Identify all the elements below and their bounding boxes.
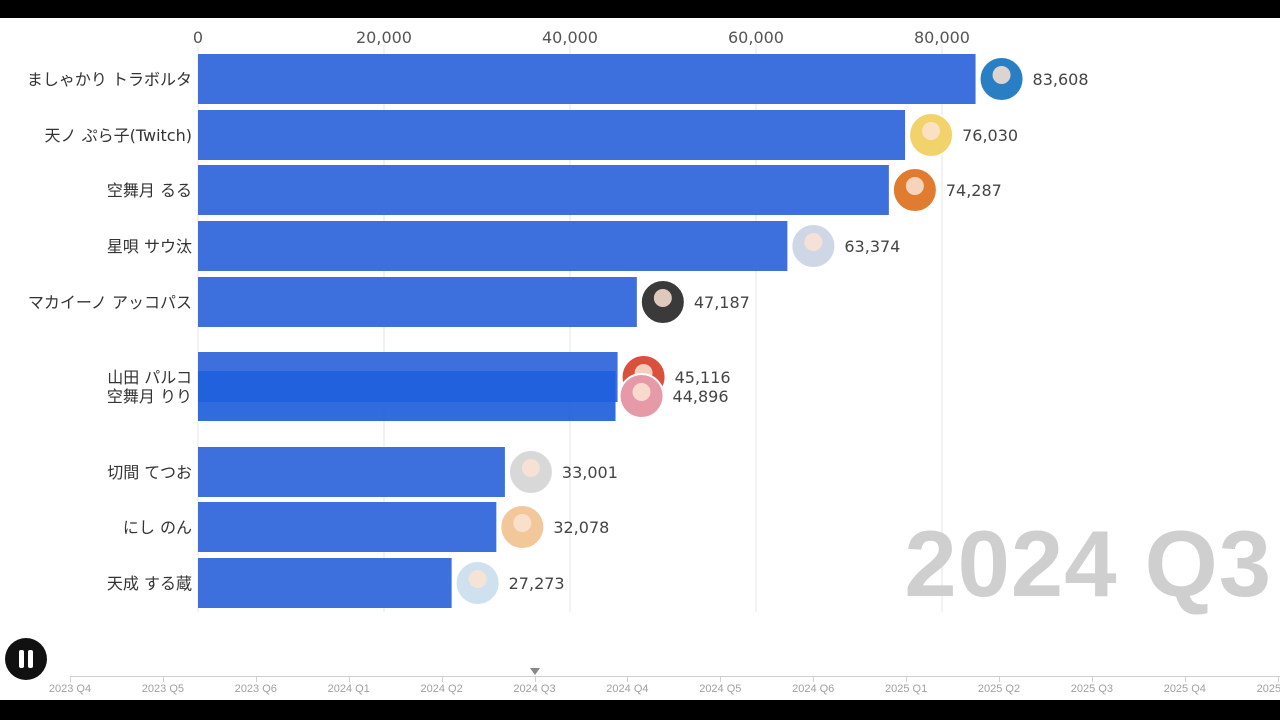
timeline-label[interactable]: 2025 Q2 — [977, 683, 1021, 695]
value-label: 27,273 — [509, 574, 565, 593]
x-tick-label: 0 — [193, 28, 203, 47]
value-label: 63,374 — [844, 237, 900, 256]
timeline-tick — [70, 676, 71, 682]
bar[interactable] — [198, 277, 637, 327]
category-label: 天成 する蔵 — [107, 574, 192, 593]
x-tick-label: 40,000 — [542, 28, 598, 47]
timeline-tick — [813, 676, 815, 682]
pause-button[interactable] — [5, 638, 47, 680]
timeline-tick — [720, 676, 722, 682]
pause-icon — [19, 650, 24, 668]
avatar-face-icon — [653, 289, 672, 307]
bar[interactable] — [198, 110, 906, 160]
timeline-label[interactable]: 2023 Q5 — [141, 683, 184, 695]
bar[interactable] — [198, 558, 452, 608]
value-label: 47,187 — [694, 293, 750, 312]
avatar-face-icon — [521, 459, 540, 477]
value-label: 44,896 — [673, 387, 729, 406]
x-tick-label: 80,000 — [914, 28, 970, 47]
value-label: 76,030 — [962, 126, 1018, 145]
timeline-label[interactable]: 2025 Q1 — [884, 683, 928, 695]
timeline-label[interactable]: 2024 Q2 — [420, 683, 463, 695]
value-label: 32,078 — [553, 518, 609, 537]
value-label: 74,287 — [946, 181, 1002, 200]
timeline-tick — [534, 676, 536, 682]
category-label: ましゃかり トラボルタ — [27, 70, 192, 89]
x-tick-label: 60,000 — [728, 28, 784, 47]
avatar-face-icon — [905, 177, 924, 195]
timeline-label[interactable]: 2023 Q4 — [48, 683, 92, 695]
timeline-label[interactable]: 2024 Q5 — [699, 683, 742, 695]
timeline-tick — [255, 676, 257, 682]
timeline-label[interactable]: 2025 Q5 — [1256, 683, 1280, 695]
timeline-tick — [627, 676, 629, 682]
avatar-face-icon — [632, 383, 651, 401]
timeline-tick — [441, 676, 443, 682]
value-label: 33,001 — [562, 463, 618, 482]
timeline-tick — [1091, 676, 1093, 682]
category-label: 切間 てつお — [107, 463, 192, 482]
bar[interactable] — [198, 165, 889, 215]
timeline-tick — [906, 676, 908, 682]
timeline-label[interactable]: 2024 Q6 — [792, 683, 835, 695]
timeline-label[interactable]: 2025 Q3 — [1070, 683, 1113, 695]
avatar-face-icon — [804, 233, 823, 251]
timeline-label[interactable]: 2025 Q4 — [1163, 683, 1206, 695]
timeline-tick — [1184, 676, 1186, 682]
timeline-label[interactable]: 2024 Q3 — [513, 683, 556, 695]
timeline-tick — [162, 676, 164, 682]
avatar-face-icon — [468, 570, 487, 588]
category-label: 星唄 サウ汰 — [107, 237, 192, 256]
avatar-face-icon — [922, 122, 941, 140]
timeline-current-marker[interactable] — [529, 668, 540, 675]
x-tick-label: 20,000 — [356, 28, 412, 47]
value-label: 83,608 — [1033, 70, 1089, 89]
timeline-tick — [348, 676, 350, 682]
bar[interactable] — [198, 221, 788, 271]
category-label: 空舞月 るる — [107, 181, 192, 200]
bar[interactable] — [198, 502, 497, 552]
timeline-label[interactable]: 2023 Q6 — [234, 683, 277, 695]
current-period-label: 2024 Q3 — [904, 511, 1272, 616]
bar[interactable] — [198, 447, 505, 497]
category-label: にし のん — [123, 518, 192, 537]
avatar-face-icon — [513, 514, 532, 532]
category-label: 空舞月 りり — [107, 387, 192, 406]
timeline-label[interactable]: 2024 Q1 — [327, 683, 370, 695]
category-label: マカイーノ アッコパス — [28, 293, 192, 312]
timeline-tick — [1277, 676, 1279, 682]
chart-stage: 0 20,000 40,000 60,000 80,000 ましゃかり トラボルタ天ノ ぷ… — [0, 18, 1280, 700]
timeline-track — [70, 676, 1280, 677]
timeline-label[interactable]: 2024 Q4 — [606, 683, 649, 695]
category-label: 天ノ ぷら子(Twitch) — [45, 126, 192, 145]
bar[interactable] — [198, 54, 976, 104]
timeline-slider[interactable]: 2023 Q4 2023 Q5 2023 Q6 2024 Q1 2024 Q2 2024 … — [0, 666, 1280, 700]
value-label: 45,116 — [675, 368, 731, 387]
bar[interactable] — [198, 371, 616, 421]
avatar-face-icon — [992, 66, 1011, 84]
timeline-tick — [999, 676, 1000, 682]
category-label: 山田 パルコ — [107, 368, 192, 387]
